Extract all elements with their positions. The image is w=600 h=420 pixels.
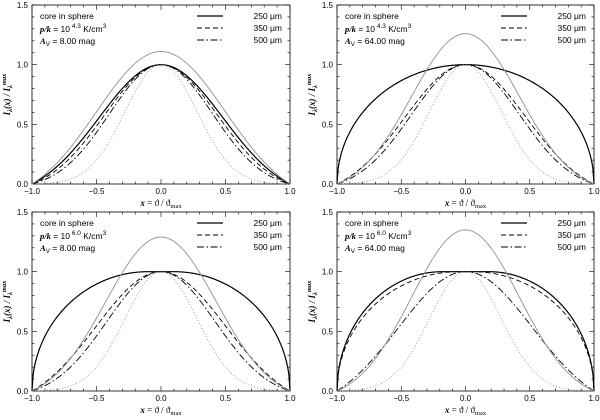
panel-top-left: 0.0 0.5 1.0 1.5 −1.0 −0.5 0.0 0.5 1.0 x = ϑ / ϑma… [1, 1, 296, 210]
series-line-solid [31, 271, 291, 392]
legend-label: 350 μm [253, 230, 282, 240]
panel-title: core in sphere [345, 11, 399, 21]
series-line-dotted [31, 271, 291, 392]
plot-frame [336, 211, 595, 392]
x-tick-label: −1.0 [329, 187, 345, 196]
legend-label: 500 μm [253, 35, 282, 45]
extinction-annotation: AV = 64.00 mag [344, 36, 405, 48]
legend-label: 250 μm [253, 218, 282, 228]
series-line-dashdot [31, 64, 291, 185]
y-tick-label: 1.5 [322, 1, 334, 10]
y-tick-label: 1.0 [17, 268, 29, 277]
x-tick-label: 1.0 [588, 394, 600, 403]
panel-title: core in sphere [345, 218, 399, 228]
extinction-annotation: AV = 8.00 mag [39, 243, 95, 255]
x-axis-label: x = ϑ / ϑmax [444, 198, 487, 210]
x-tick-label: 0.0 [460, 394, 472, 403]
panel-title: core in sphere [40, 11, 94, 21]
y-axis-label: Iλ(x) / Iλmax [306, 73, 319, 117]
x-tick-label: −0.5 [89, 187, 105, 196]
x-tick-label: 0.0 [155, 394, 167, 403]
y-tick-label: 0.5 [17, 327, 29, 336]
y-tick-label: 0.0 [322, 180, 334, 189]
legend-label: 250 μm [253, 11, 282, 21]
x-tick-label: 0.5 [220, 187, 232, 196]
x-tick-label: 1.0 [588, 187, 600, 196]
y-tick-label: 0.0 [17, 180, 29, 189]
legend-label: 250 μm [557, 11, 586, 21]
y-tick-label: 0.5 [322, 120, 334, 129]
series-line-dotted [31, 64, 291, 185]
panel-bottom-left: 0.0 0.5 1.0 1.5 −1.0 −0.5 0.0 0.5 1.0 x = ϑ / ϑma… [1, 208, 296, 417]
y-tick-label: 0.5 [17, 120, 29, 129]
y-axis-label: Iλ(x) / Iλmax [1, 73, 14, 117]
series-line-thin-solid [336, 33, 595, 185]
pressure-annotation: p/k = 10 6.0 K/cm3 [344, 230, 412, 241]
pressure-annotation: p/k = 10 4.3 K/cm3 [39, 23, 107, 34]
x-tick-label: −0.5 [393, 187, 409, 196]
series-line-thin-solid [336, 229, 595, 392]
x-tick-label: 0.0 [155, 187, 167, 196]
legend-label: 500 μm [253, 242, 282, 252]
series-line-solid [31, 64, 291, 185]
y-tick-label: 1.0 [322, 61, 334, 70]
series-line-thin-solid [31, 51, 291, 185]
series-line-solid [336, 64, 595, 185]
extinction-annotation: AV = 64.00 mag [344, 243, 405, 255]
series-line-dashed [336, 271, 595, 392]
x-axis-label: x = ϑ / ϑmax [139, 198, 182, 210]
legend-label: 250 μm [557, 218, 586, 228]
x-tick-label: 1.0 [284, 187, 296, 196]
y-tick-label: 1.5 [17, 208, 29, 217]
plot-frame [31, 4, 291, 185]
x-axis-label: x = ϑ / ϑmax [444, 405, 487, 417]
x-tick-label: 0.5 [524, 394, 536, 403]
x-tick-label: 0.5 [524, 187, 536, 196]
y-axis-label: Iλ(x) / Iλmax [1, 280, 14, 324]
x-tick-label: 1.0 [284, 394, 296, 403]
legend-label: 350 μm [557, 23, 586, 33]
series-line-dotted [336, 271, 595, 392]
series-line-dashed [31, 271, 291, 392]
series-line-dashed [31, 64, 291, 185]
series-line-dashed [336, 64, 595, 185]
y-tick-label: 1.0 [17, 61, 29, 70]
y-tick-label: 0.5 [322, 327, 334, 336]
series-line-dashdot [31, 271, 291, 392]
series-line-dotted [336, 64, 595, 185]
plot-frame [336, 4, 595, 185]
panel-top-right: 0.0 0.5 1.0 1.5 −1.0 −0.5 0.0 0.5 1.0 x = ϑ / ϑma… [306, 1, 600, 210]
series-line-solid [336, 271, 595, 392]
series-line-thin-solid [31, 236, 291, 392]
y-tick-label: 0.0 [17, 387, 29, 396]
x-tick-label: −0.5 [393, 394, 409, 403]
pressure-annotation: p/k = 10 6.0 K/cm3 [39, 230, 107, 241]
legend-label: 350 μm [557, 230, 586, 240]
panel-bottom-right: 0.0 0.5 1.0 1.5 −1.0 −0.5 0.0 0.5 1.0 x = ϑ / ϑma… [306, 208, 600, 417]
y-tick-label: 1.0 [322, 268, 334, 277]
y-tick-label: 0.0 [322, 387, 334, 396]
legend-label: 350 μm [253, 23, 282, 33]
legend-label: 500 μm [557, 242, 586, 252]
x-tick-label: −1.0 [329, 394, 345, 403]
x-tick-label: −1.0 [24, 394, 40, 403]
x-tick-label: 0.5 [220, 394, 232, 403]
x-tick-label: 0.0 [460, 187, 472, 196]
series-line-dashdot [336, 64, 595, 185]
y-tick-label: 1.5 [322, 208, 334, 217]
x-tick-label: −1.0 [24, 187, 40, 196]
panel-title: core in sphere [40, 218, 94, 228]
legend-label: 500 μm [557, 35, 586, 45]
x-tick-label: −0.5 [89, 394, 105, 403]
y-tick-label: 1.5 [17, 1, 29, 10]
y-axis-label: Iλ(x) / Iλmax [306, 280, 319, 324]
x-axis-label: x = ϑ / ϑmax [139, 405, 182, 417]
extinction-annotation: AV = 8.00 mag [39, 36, 95, 48]
pressure-annotation: p/k = 10 4.3 K/cm3 [344, 23, 412, 34]
series-line-dashdot [336, 271, 595, 392]
